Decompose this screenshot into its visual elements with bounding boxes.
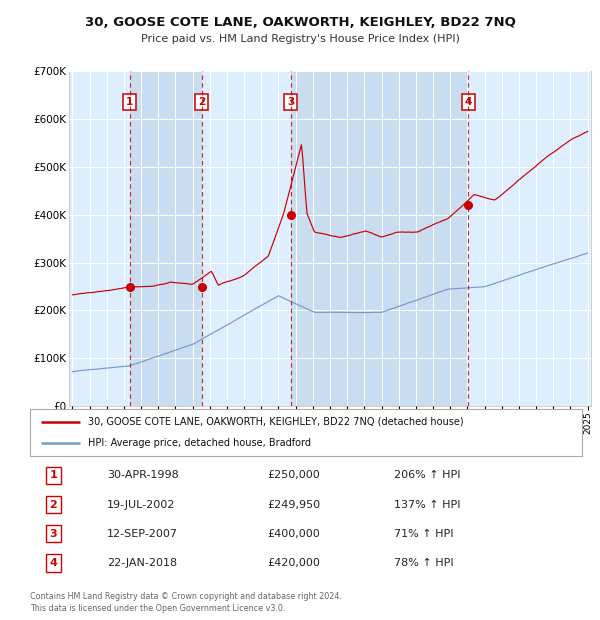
Text: 4: 4 — [49, 558, 57, 568]
Text: 3: 3 — [49, 529, 57, 539]
Text: Contains HM Land Registry data © Crown copyright and database right 2024.: Contains HM Land Registry data © Crown c… — [30, 592, 342, 601]
Text: HPI: Average price, detached house, Bradford: HPI: Average price, detached house, Brad… — [88, 438, 311, 448]
Text: 30, GOOSE COTE LANE, OAKWORTH, KEIGHLEY, BD22 7NQ (detached house): 30, GOOSE COTE LANE, OAKWORTH, KEIGHLEY,… — [88, 417, 464, 427]
Text: 19-JUL-2002: 19-JUL-2002 — [107, 500, 176, 510]
Text: 22-JAN-2018: 22-JAN-2018 — [107, 558, 178, 568]
Text: 1: 1 — [126, 97, 133, 107]
Text: £249,950: £249,950 — [268, 500, 320, 510]
Bar — [130, 71, 202, 406]
Text: 137% ↑ HPI: 137% ↑ HPI — [394, 500, 461, 510]
Text: 206% ↑ HPI: 206% ↑ HPI — [394, 471, 461, 480]
Text: 2: 2 — [49, 500, 57, 510]
Text: £250,000: £250,000 — [268, 471, 320, 480]
Text: 12-SEP-2007: 12-SEP-2007 — [107, 529, 178, 539]
Text: 1: 1 — [49, 471, 57, 480]
Text: 3: 3 — [287, 97, 295, 107]
Text: 2: 2 — [198, 97, 206, 107]
Text: This data is licensed under the Open Government Licence v3.0.: This data is licensed under the Open Gov… — [30, 604, 286, 613]
Bar — [290, 71, 469, 406]
Text: Price paid vs. HM Land Registry's House Price Index (HPI): Price paid vs. HM Land Registry's House … — [140, 34, 460, 44]
Text: £420,000: £420,000 — [268, 558, 320, 568]
Text: £400,000: £400,000 — [268, 529, 320, 539]
Text: 30-APR-1998: 30-APR-1998 — [107, 471, 179, 480]
Text: 78% ↑ HPI: 78% ↑ HPI — [394, 558, 454, 568]
Text: 71% ↑ HPI: 71% ↑ HPI — [394, 529, 454, 539]
Text: 4: 4 — [465, 97, 472, 107]
Text: 30, GOOSE COTE LANE, OAKWORTH, KEIGHLEY, BD22 7NQ: 30, GOOSE COTE LANE, OAKWORTH, KEIGHLEY,… — [85, 16, 515, 29]
